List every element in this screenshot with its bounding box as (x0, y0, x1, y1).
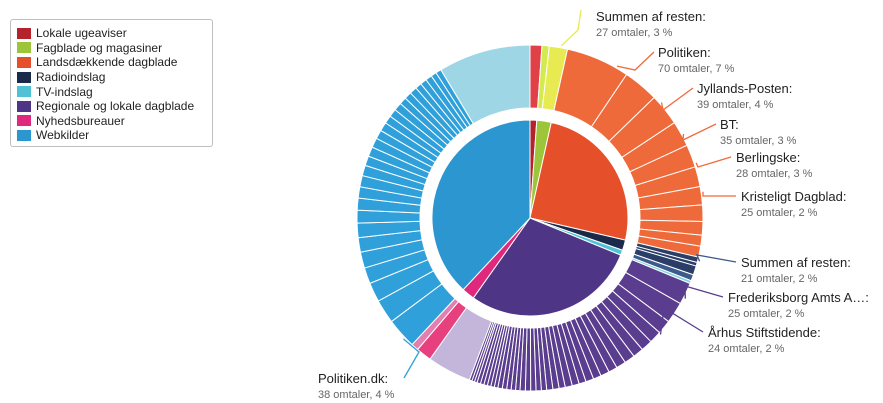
legend-swatch (17, 86, 31, 98)
annotation-name: Jyllands-Posten: (697, 81, 792, 96)
legend-swatch (17, 129, 31, 141)
legend-item[interactable]: Landsdækkende dagblade (17, 55, 212, 70)
annotation-detail: 25 omtaler, 2 % (741, 207, 818, 219)
annotation-detail: 28 omtaler, 3 % (736, 168, 813, 180)
annotation-connector (702, 191, 736, 197)
annotation-name: Politiken: (658, 45, 711, 60)
annotation-name: Århus Stiftstidende: (708, 325, 821, 340)
annotation-detail: 27 omtaler, 3 % (596, 27, 673, 39)
legend-swatch (17, 71, 31, 83)
legend-label: Landsdækkende dagblade (36, 55, 178, 70)
annotation-connector (402, 338, 420, 379)
legend-label: Lokale ugeaviser (36, 26, 127, 41)
inner-slice[interactable] (431, 119, 531, 291)
annotation-name: Summen af resten: (596, 9, 706, 24)
annotation-name: BT: (720, 117, 739, 132)
annotation-connector (695, 254, 737, 263)
annotation-name: Politiken.dk: (318, 371, 388, 386)
annotation-connector (560, 9, 582, 47)
annotation-detail: 25 omtaler, 2 % (728, 308, 805, 320)
annotation-connector (684, 285, 724, 299)
legend-item[interactable]: Fagblade og magasiner (17, 41, 212, 56)
legend-label: Webkilder (36, 128, 90, 143)
annotation-connector (660, 87, 694, 112)
chart-legend: Lokale ugeaviser Fagblade og magasiner Lan… (10, 19, 213, 147)
annotation-detail: 24 omtaler, 2 % (708, 343, 785, 355)
annotation-detail: 39 omtaler, 4 % (697, 99, 774, 111)
legend-swatch (17, 115, 31, 127)
legend-label: Fagblade og magasiner (36, 40, 163, 55)
annotation-detail: 38 omtaler, 4 % (318, 389, 395, 401)
legend-label: TV-indslag (36, 84, 93, 99)
annotation-name: Summen af resten: (741, 255, 851, 270)
annotation-name: Berlingske: (736, 150, 800, 165)
legend-label: Regionale og lokale dagblade (36, 99, 195, 114)
inner-slice[interactable] (472, 217, 622, 317)
annotation-connector (695, 156, 732, 168)
legend-swatch (17, 100, 31, 112)
legend-item[interactable]: Regionale og lokale dagblade (17, 99, 212, 114)
legend-label: Nyhedsbureauer (36, 113, 125, 128)
legend-swatch (17, 56, 31, 68)
legend-item[interactable]: Radioindslag (17, 70, 212, 85)
legend-label: Radioindslag (36, 70, 106, 85)
annotation-name: Frederiksborg Amts A…: (728, 290, 869, 305)
legend-item[interactable]: TV-indslag (17, 84, 212, 99)
annotation-connector (616, 51, 655, 71)
inner-slice[interactable] (529, 121, 629, 241)
annotation-detail: 21 omtaler, 2 % (741, 273, 818, 285)
legend-swatch (17, 27, 31, 39)
legend-item[interactable]: Nyhedsbureauer (17, 114, 212, 129)
annotation-name: Kristeligt Dagblad: (741, 189, 847, 204)
legend-item[interactable]: Lokale ugeaviser (17, 26, 212, 41)
legend-item[interactable]: Webkilder (17, 128, 212, 143)
annotation-connector (659, 306, 704, 335)
annotation-connector (682, 123, 717, 142)
annotation-detail: 70 omtaler, 7 % (658, 63, 735, 75)
legend-swatch (17, 42, 31, 54)
annotation-detail: 35 omtaler, 3 % (720, 135, 797, 147)
outer-slice[interactable] (440, 44, 531, 125)
